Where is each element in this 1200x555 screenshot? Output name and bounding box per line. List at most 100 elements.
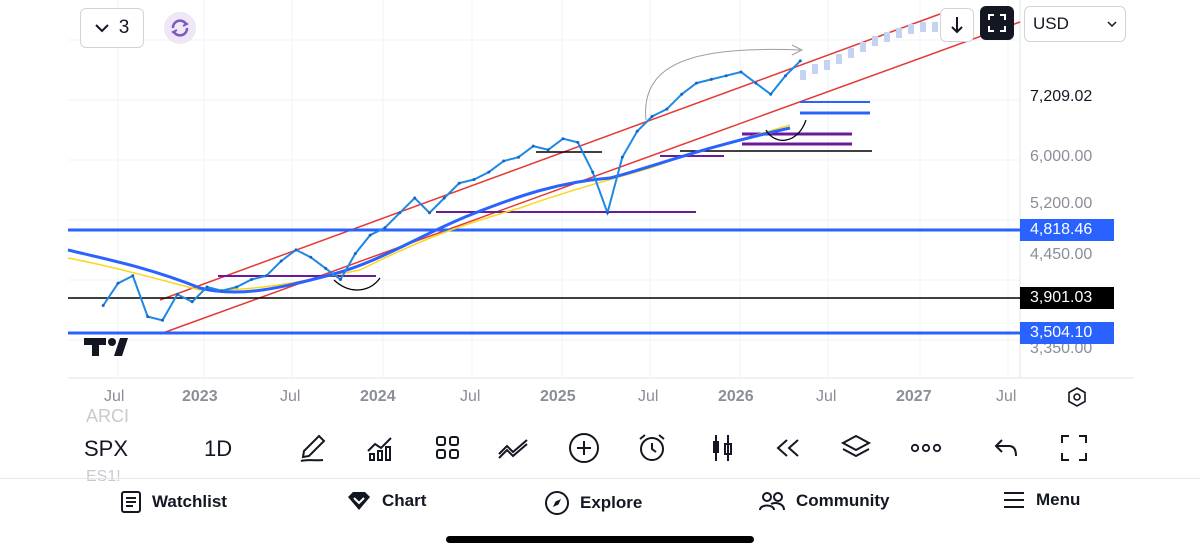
price-point bbox=[606, 211, 609, 215]
price-point bbox=[175, 292, 179, 296]
price-tag-3901[interactable]: 3,901.03 bbox=[1020, 287, 1114, 309]
currency-selector[interactable]: USD bbox=[1024, 6, 1126, 42]
price-point bbox=[724, 74, 728, 78]
symbol-selector[interactable]: SPX bbox=[84, 436, 129, 461]
annotation-arrow-grey[interactable] bbox=[645, 48, 801, 121]
chart-area[interactable]: 7,209.02 6,000.00 5,200.00 4,450.00 3,35… bbox=[0, 0, 1200, 380]
layouts-button[interactable] bbox=[430, 430, 466, 466]
time-label: Jul bbox=[104, 388, 125, 405]
price-point bbox=[250, 278, 253, 281]
nav-watchlist-label: Watchlist bbox=[152, 492, 227, 511]
resolution-selector[interactable]: 1D bbox=[204, 436, 233, 461]
arrow-down-icon bbox=[951, 17, 963, 34]
indicators-button[interactable] bbox=[362, 430, 398, 466]
price-point bbox=[650, 115, 654, 118]
price-point bbox=[576, 140, 580, 144]
nav-menu[interactable]: Menu bbox=[1002, 490, 1080, 510]
time-label: Jul bbox=[638, 388, 659, 405]
price-point bbox=[680, 92, 684, 96]
price-point bbox=[665, 107, 669, 111]
fullscreen-button[interactable] bbox=[980, 6, 1014, 40]
candlestick-icon bbox=[713, 435, 732, 461]
replay-button[interactable] bbox=[770, 430, 806, 466]
watchlist-icon bbox=[121, 491, 141, 513]
undo-button[interactable] bbox=[988, 430, 1024, 466]
interval-count: 3 bbox=[118, 17, 130, 38]
nav-chart-label: Chart bbox=[382, 491, 427, 510]
time-label: 2027 bbox=[896, 388, 932, 405]
time-label: 2025 bbox=[540, 388, 576, 405]
price-point bbox=[457, 181, 461, 185]
currency-label: USD bbox=[1033, 14, 1069, 33]
chevron-down-icon bbox=[94, 24, 109, 33]
interval-selector[interactable]: 3 bbox=[80, 8, 144, 48]
price-point bbox=[798, 59, 802, 63]
nav-community[interactable]: Community bbox=[758, 490, 890, 512]
price-point bbox=[546, 148, 550, 152]
channel-lower-line[interactable] bbox=[159, 21, 1021, 335]
price-label: 3,350.00 bbox=[1030, 340, 1093, 357]
bottom-navigation bbox=[0, 478, 1200, 527]
price-point bbox=[279, 259, 283, 263]
price-tag-3504[interactable]: 3,504.10 bbox=[1020, 322, 1114, 344]
price-point bbox=[635, 129, 639, 133]
compare-button[interactable] bbox=[496, 430, 532, 466]
price-point bbox=[309, 255, 313, 259]
price-point bbox=[517, 155, 520, 159]
nav-explore[interactable]: Explore bbox=[544, 490, 642, 516]
zone-lines[interactable] bbox=[218, 101, 872, 277]
price-point bbox=[695, 81, 698, 85]
price-point bbox=[339, 278, 342, 281]
channel-upper-line[interactable] bbox=[159, 13, 941, 301]
alert-button[interactable] bbox=[634, 430, 670, 466]
price-point bbox=[220, 289, 224, 293]
nav-chart[interactable]: Chart bbox=[346, 490, 426, 512]
compass-icon bbox=[545, 491, 569, 515]
chart-grid bbox=[68, 0, 1020, 378]
time-label: 2024 bbox=[360, 388, 396, 405]
hexagon-settings-icon bbox=[1068, 387, 1086, 407]
annotation-curve-2023[interactable] bbox=[333, 277, 381, 291]
more-button[interactable] bbox=[908, 430, 944, 466]
symbol-ghost-above: ARCI bbox=[86, 406, 130, 426]
price-point bbox=[739, 70, 743, 74]
sync-button[interactable] bbox=[164, 12, 196, 44]
price-point bbox=[591, 170, 595, 174]
sync-icon bbox=[171, 19, 189, 37]
expand-button[interactable] bbox=[1056, 430, 1092, 466]
candles-button[interactable] bbox=[704, 430, 740, 466]
compare-lines-icon bbox=[498, 439, 528, 459]
annotation-arrow-grey-head bbox=[791, 44, 804, 56]
price-point bbox=[146, 315, 150, 319]
grid-icon bbox=[436, 436, 459, 459]
price-point bbox=[190, 300, 194, 304]
price-tag-4818[interactable]: 4,818.46 bbox=[1020, 219, 1114, 241]
price-point bbox=[428, 211, 431, 215]
expand-icon bbox=[1061, 435, 1087, 461]
price-point bbox=[294, 248, 298, 252]
time-label: Jul bbox=[996, 388, 1017, 405]
price-point bbox=[502, 159, 506, 163]
price-point bbox=[398, 211, 402, 215]
home-indicator bbox=[446, 536, 754, 543]
add-button[interactable] bbox=[566, 430, 602, 466]
scroll-down-button[interactable] bbox=[940, 8, 974, 42]
chevron-down-icon bbox=[1107, 20, 1117, 27]
projection-bars bbox=[800, 22, 938, 80]
rewind-icon bbox=[776, 439, 799, 457]
nav-watchlist[interactable]: Watchlist bbox=[120, 490, 227, 514]
time-label: Jul bbox=[816, 388, 837, 405]
objects-tree-button[interactable] bbox=[838, 430, 874, 466]
annotation-curve-2026[interactable] bbox=[765, 119, 807, 141]
community-icon bbox=[759, 492, 785, 511]
plus-circle-icon bbox=[569, 433, 599, 463]
price-point bbox=[487, 170, 491, 174]
moving-average-blue bbox=[67, 126, 791, 294]
layers-icon bbox=[840, 434, 872, 458]
price-chart[interactable] bbox=[0, 0, 1200, 380]
price-point bbox=[620, 155, 624, 159]
symbol-ghost-below: ES1! bbox=[86, 468, 121, 485]
chart-settings-button[interactable] bbox=[1064, 384, 1090, 410]
fullscreen-icon bbox=[988, 14, 1006, 32]
drawing-tool-button[interactable] bbox=[294, 430, 330, 466]
